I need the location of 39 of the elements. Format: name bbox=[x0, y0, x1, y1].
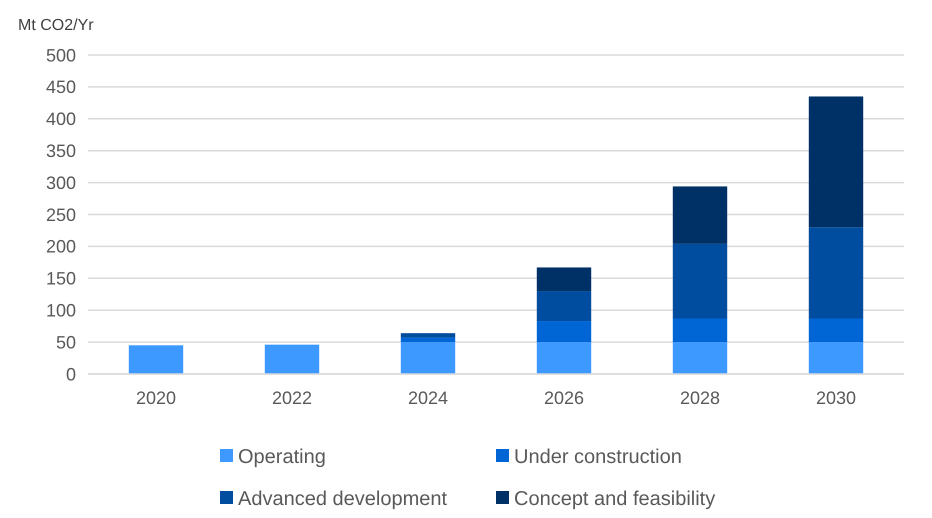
x-tick-label: 2020 bbox=[136, 388, 176, 408]
bar bbox=[672, 186, 728, 244]
y-tick-label: 350 bbox=[46, 141, 76, 161]
legend-label: Operating bbox=[238, 446, 326, 468]
y-tick-label: 500 bbox=[46, 45, 76, 66]
y-tick-label: 150 bbox=[46, 268, 76, 289]
bar bbox=[536, 267, 592, 292]
bar bbox=[128, 345, 184, 374]
bar bbox=[808, 96, 864, 228]
bar bbox=[808, 342, 864, 374]
legend-label: Under construction bbox=[514, 446, 682, 468]
y-tick-label: 200 bbox=[46, 236, 76, 257]
x-tick-label: 2024 bbox=[408, 388, 448, 408]
y-tick-label: 250 bbox=[46, 204, 76, 225]
y-tick-label: 450 bbox=[46, 77, 76, 98]
x-tick-label: 2030 bbox=[816, 388, 856, 408]
x-tick-label: 2022 bbox=[272, 388, 312, 408]
x-tick-label: 2026 bbox=[544, 388, 584, 408]
bar bbox=[808, 318, 864, 342]
bar bbox=[672, 318, 728, 342]
bar bbox=[400, 333, 456, 338]
y-tick-label: 50 bbox=[56, 332, 76, 352]
bar bbox=[264, 344, 320, 374]
legend-label: Concept and feasibility bbox=[514, 488, 716, 510]
bar bbox=[400, 338, 456, 342]
bar bbox=[400, 342, 456, 374]
legend-label: Advanced development bbox=[238, 488, 448, 510]
bar bbox=[672, 342, 728, 374]
bar bbox=[808, 227, 864, 318]
bar bbox=[536, 321, 592, 342]
bar bbox=[672, 244, 728, 318]
y-tick-label: 100 bbox=[46, 300, 76, 320]
y-tick-label: 0 bbox=[66, 364, 76, 384]
y-tick-label: 400 bbox=[46, 109, 76, 130]
x-tick-label: 2028 bbox=[680, 388, 720, 408]
bar bbox=[536, 342, 592, 374]
bar bbox=[536, 291, 592, 322]
y-axis-title: Mt CO2/Yr bbox=[18, 17, 94, 34]
y-tick-label: 300 bbox=[46, 172, 76, 193]
